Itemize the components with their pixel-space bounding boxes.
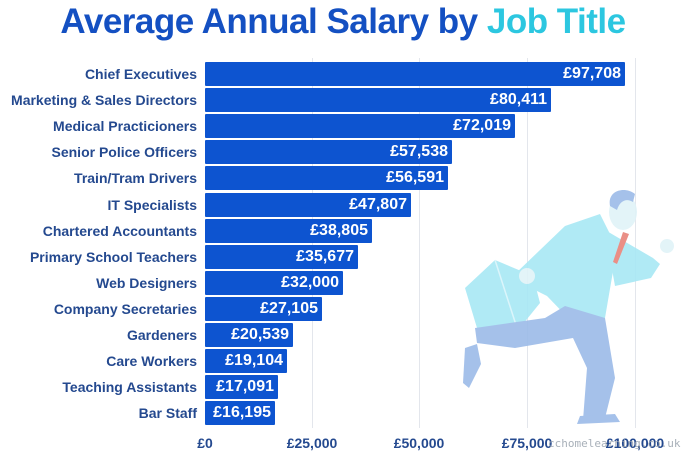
bar: £20,539: [205, 323, 293, 347]
bar: £19,104: [205, 349, 287, 374]
bar: £35,677: [205, 244, 358, 269]
bar: £16,195: [205, 401, 275, 426]
category-label: Chief Executives: [84, 66, 197, 82]
bar-value-label: £80,411: [490, 91, 547, 109]
category-label: Senior Police Officers: [51, 144, 198, 161]
category-label: Care Workers: [106, 353, 197, 370]
category-label-container: Medical Practicioners: [0, 114, 197, 138]
category-label: Train/Tram Drivers: [74, 170, 197, 187]
bar: £17,091: [205, 375, 278, 400]
category-label-container: Teaching Assistants: [0, 375, 197, 399]
title-accent: Job Title: [486, 2, 626, 41]
category-label-container: Chartered Accountants: [0, 219, 197, 243]
x-tick-label: £25,000: [286, 435, 338, 451]
bar: £27,105: [205, 296, 322, 321]
category-label: Chartered Accountants: [42, 222, 197, 239]
category-label-container: Company Secretaries: [0, 297, 197, 321]
category-label: Gardeners: [126, 327, 197, 343]
bar-value-label: £57,538: [390, 143, 448, 161]
bar: £97,708: [205, 62, 625, 86]
category-label-container: Primary School Teachers: [0, 245, 197, 269]
bar: £32,000: [205, 270, 343, 295]
category-label-container: Senior Police Officers: [0, 140, 198, 164]
bar-value-label: £16,195: [213, 404, 271, 422]
gridline-75000: [527, 58, 528, 428]
bar-value-label: £72,019: [453, 117, 511, 135]
bar: £72,019: [205, 114, 515, 139]
category-label-container: Care Workers: [0, 349, 197, 373]
x-tick-label: £0: [197, 435, 213, 451]
chart-title: Average Annual Salary by Job Title: [0, 2, 686, 42]
category-label: Teaching Assistants: [62, 379, 197, 396]
category-label: Primary School Teachers: [29, 248, 197, 265]
bar-value-label: £27,105: [260, 299, 318, 317]
plot-area: £97,708 £80,411 £72,019 £57,538 £56,591 £47,8…: [205, 58, 645, 430]
category-label-container: Gardeners: [0, 323, 197, 347]
bar-value-label: £35,677: [296, 247, 354, 265]
bar: £56,591: [205, 166, 448, 191]
bar: £57,538: [205, 140, 452, 165]
category-label-container: Chief Executives: [0, 62, 197, 86]
category-label-container: Marketing & Sales Directors: [0, 88, 197, 112]
bar-value-label: £38,805: [310, 221, 368, 239]
bar-value-label: £17,091: [216, 378, 274, 396]
bar-value-label: £56,591: [386, 169, 444, 187]
x-tick-label: £100,000: [605, 435, 665, 451]
gridline-25000: [312, 58, 313, 428]
watermark: cchomelearning.co.uk: [548, 437, 681, 450]
gridline-50000: [419, 58, 420, 428]
bar: £47,807: [205, 192, 411, 217]
x-tick-label: £75,000: [501, 435, 553, 451]
title-main: Average Annual Salary by: [60, 2, 487, 41]
category-label-container: Train/Tram Drivers: [0, 166, 197, 190]
bar-value-label: £32,000: [281, 273, 339, 291]
bar-value-label: £19,104: [225, 352, 283, 370]
bar-value-label: £20,539: [231, 326, 289, 343]
x-tick-label: £50,000: [393, 435, 445, 451]
category-label: Bar Staff: [138, 405, 197, 422]
bar: £38,805: [205, 218, 372, 243]
category-label: Medical Practicioners: [53, 118, 197, 135]
category-label-container: IT Specialists: [0, 193, 197, 217]
category-label-container: Bar Staff: [0, 401, 197, 425]
category-label: IT Specialists: [107, 196, 197, 213]
category-label: Company Secretaries: [53, 300, 197, 317]
category-label-container: Web Designers: [0, 271, 197, 295]
category-label: Marketing & Sales Directors: [11, 92, 197, 109]
bar: £80,411: [205, 88, 551, 113]
gridline-100000: [635, 58, 636, 428]
category-label: Web Designers: [96, 274, 197, 291]
bar-value-label: £47,807: [349, 195, 407, 213]
running-businessman-icon: [463, 190, 674, 424]
bar-value-label: £97,708: [563, 65, 621, 82]
